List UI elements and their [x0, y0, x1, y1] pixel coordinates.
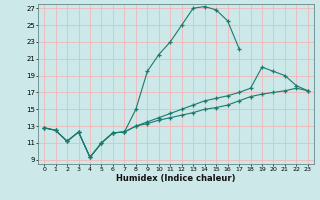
- X-axis label: Humidex (Indice chaleur): Humidex (Indice chaleur): [116, 174, 236, 183]
